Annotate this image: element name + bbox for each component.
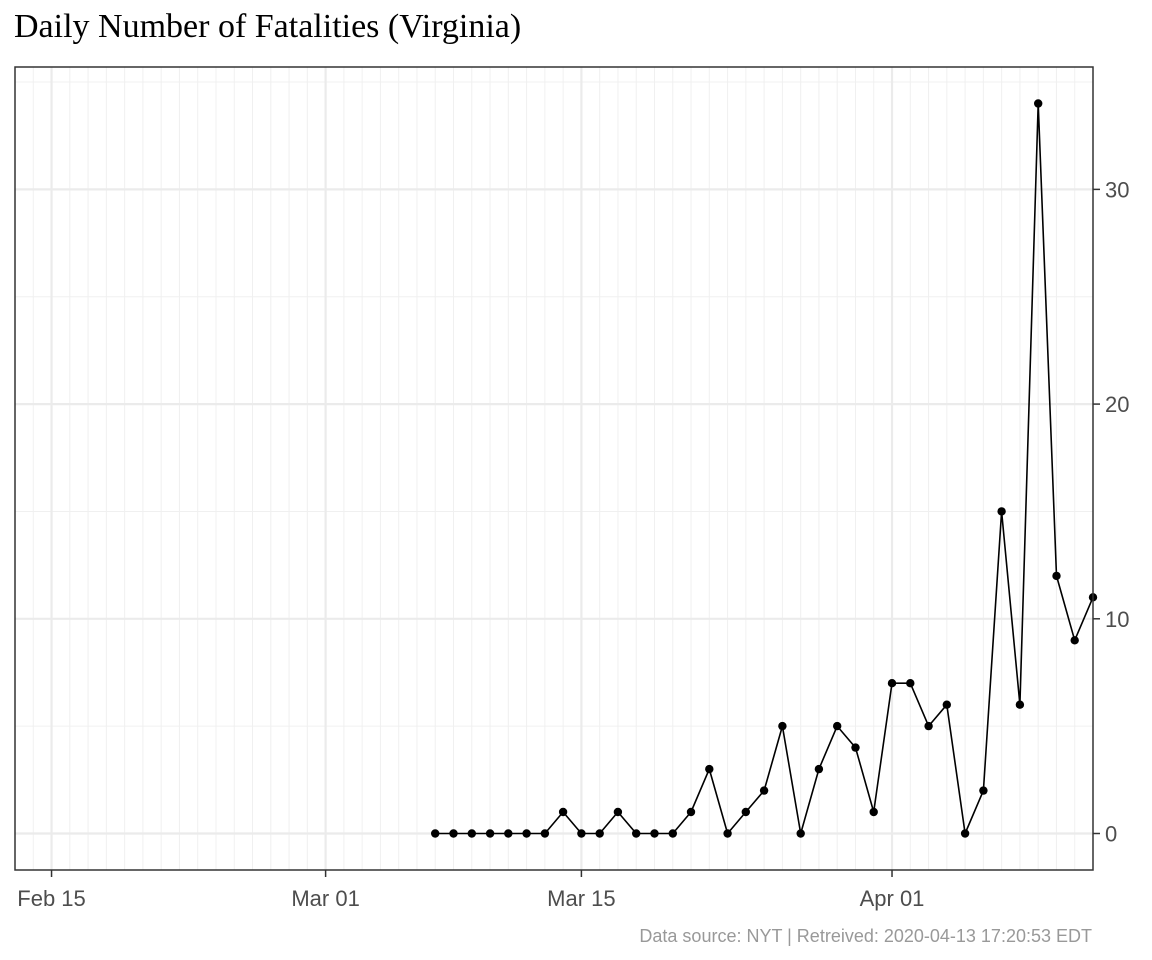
data-point (869, 807, 878, 817)
x-tick-label: Apr 01 (860, 886, 925, 911)
data-point (759, 786, 769, 795)
data-point (668, 829, 677, 838)
x-tick-label: Mar 15 (547, 886, 615, 911)
data-point (796, 829, 805, 838)
data-point (577, 829, 586, 838)
data-point (979, 786, 988, 795)
data-point (851, 743, 860, 752)
data-point (814, 764, 824, 774)
data-point (558, 807, 568, 817)
chart-title: Daily Number of Fatalities (Virginia) (14, 8, 522, 45)
data-point (485, 829, 495, 838)
data-point (467, 829, 476, 838)
data-point (997, 507, 1006, 516)
data-point (449, 829, 458, 838)
y-tick-label: 0 (1105, 822, 1117, 847)
data-point (504, 829, 513, 838)
data-point (1052, 571, 1061, 581)
data-point (723, 829, 732, 838)
data-point (650, 829, 659, 838)
y-tick-label: 20 (1105, 392, 1129, 417)
data-point (632, 829, 641, 838)
data-point (613, 807, 623, 817)
data-point (1070, 636, 1079, 645)
x-tick-label: Mar 01 (291, 886, 359, 911)
data-source-caption: Data source: NYT | Retreived: 2020-04-13… (639, 926, 1092, 946)
data-point (1015, 700, 1025, 709)
data-point (887, 679, 897, 688)
panel-border (14, 66, 1094, 871)
data-point (705, 764, 714, 774)
axis-labels: Feb 15 Mar 01 Mar 15 Apr 01 0 10 20 30 (17, 177, 1129, 911)
x-tick-label: Feb 15 (17, 886, 86, 911)
data-point (960, 829, 970, 838)
data-point (522, 829, 531, 838)
data-point (686, 807, 696, 817)
data-point (924, 721, 933, 731)
y-tick-label: 10 (1105, 607, 1129, 632)
data-point (906, 679, 915, 688)
data-point (833, 721, 842, 731)
data-point (942, 700, 951, 709)
major-gridlines (15, 67, 1093, 870)
minor-gridlines (14, 67, 1094, 870)
data-point (778, 721, 787, 731)
data-point (741, 807, 750, 817)
data-point (595, 829, 604, 838)
axis-ticks (50, 188, 1100, 877)
y-tick-label: 30 (1105, 177, 1129, 202)
series-layer (431, 99, 1098, 838)
data-point (540, 829, 550, 838)
data-point (431, 829, 440, 838)
data-point (1034, 99, 1043, 108)
